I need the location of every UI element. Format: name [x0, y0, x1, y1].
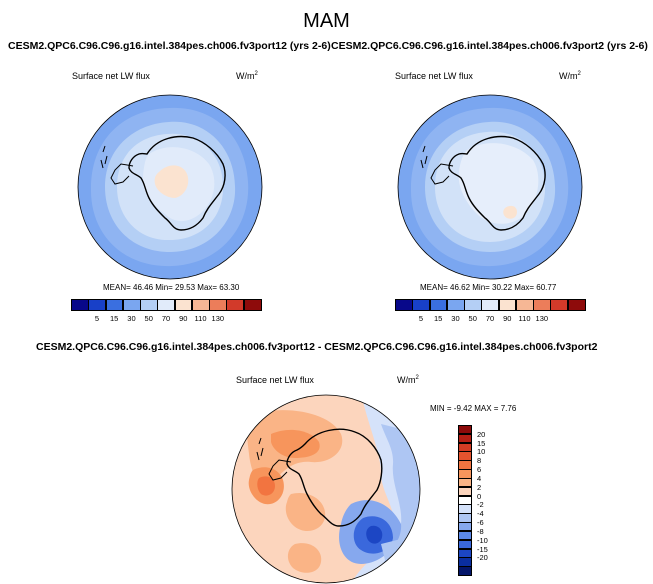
left-map	[77, 94, 263, 280]
right-colorbar-tick-label: 90	[503, 314, 512, 323]
diff-variable-label: Surface net LW flux	[236, 375, 314, 385]
right-colorbar-cell	[515, 299, 534, 311]
right-colorbar-tick-label: 130	[535, 314, 549, 323]
left-colorbar-tick-label: 30	[127, 314, 136, 323]
left-colorbar-tick-label: 5	[94, 314, 99, 323]
left-colorbar-cell	[226, 299, 245, 311]
right-colorbar-cell	[550, 299, 569, 311]
diff-colorbar-tick-label: -6	[477, 518, 484, 528]
left-colorbar-cell	[88, 299, 107, 311]
left-colorbar-tick-label: 110	[194, 314, 207, 323]
left-colorbar-cell	[122, 299, 141, 311]
diff-colorbar-tick-label: 10	[477, 447, 486, 457]
right-colorbar-cell	[481, 299, 500, 311]
diff-colorbar: 20 15 10 8 6 4 2 0 -2 -4 -6 -8 -10 -15 -20	[458, 425, 498, 576]
right-colorbar-tick-label: 5	[418, 314, 423, 323]
left-colorbar-tick-label: 50	[144, 314, 153, 323]
left-units: W/m2	[236, 71, 258, 81]
left-colorbar-tick-label: 130	[211, 314, 225, 323]
diff-colorbar-tick-label: -8	[477, 526, 484, 536]
right-colorbar-cell	[464, 299, 482, 311]
diff-map	[231, 394, 421, 584]
diff-stats: MIN = -9.42 MAX = 7.76	[430, 404, 517, 413]
diff-colorbar-tick-label: -20	[477, 553, 488, 563]
left-colorbar-cell	[140, 299, 158, 311]
diff-case-title: CESM2.QPC6.C96.C96.g16.intel.384pes.ch00…	[36, 341, 598, 353]
right-colorbar-tick-label: 50	[468, 314, 477, 323]
diff-colorbar-tick-label: 2	[477, 482, 482, 492]
diff-colorbar-tick-label: 8	[477, 456, 482, 466]
diff-colorbar-tick-label: 4	[477, 473, 482, 483]
left-stats: MEAN= 46.46 Min= 29.53 Max= 63.30	[103, 283, 240, 292]
left-colorbar-cell	[243, 299, 262, 311]
diff-colorbar-tick-label: 15	[477, 438, 486, 448]
right-colorbar-cell	[498, 299, 517, 311]
right-colorbar-tick-label: 15	[434, 314, 443, 323]
left-colorbar-tick-label: 70	[161, 314, 171, 323]
right-colorbar-cell	[395, 299, 413, 311]
diff-colorbar-tick-label: 6	[477, 465, 482, 475]
right-colorbar-cell	[533, 299, 552, 311]
right-colorbar-tick-label: 110	[518, 314, 531, 323]
diff-colorbar-tick-label: -2	[477, 500, 484, 510]
right-case-title: CESM2.QPC6.C96.C96.g16.intel.384pes.ch00…	[331, 40, 648, 52]
right-colorbar-cell	[429, 299, 448, 311]
right-colorbar-cell	[446, 299, 465, 311]
left-colorbar: 5 15 30 50 70 90 110 130	[71, 299, 262, 329]
diff-colorbar-tick-label: 20	[477, 429, 486, 439]
diff-colorbar-cell	[458, 566, 472, 576]
left-colorbar-cell	[157, 299, 176, 311]
left-case-title: CESM2.QPC6.C96.C96.g16.intel.384pes.ch00…	[8, 40, 331, 52]
left-colorbar-cell	[191, 299, 210, 311]
left-colorbar-cell	[71, 299, 89, 311]
right-colorbar-tick-label: 70	[485, 314, 495, 323]
left-colorbar-cell	[209, 299, 228, 311]
right-stats: MEAN= 46.62 Min= 30.22 Max= 60.77	[420, 283, 557, 292]
left-colorbar-cell	[174, 299, 193, 311]
left-colorbar-tick-label: 90	[179, 314, 188, 323]
figure-title: MAM	[303, 10, 350, 32]
right-colorbar-cell	[567, 299, 586, 311]
left-variable-label: Surface net LW flux	[72, 71, 150, 81]
right-colorbar-tick-label: 30	[451, 314, 460, 323]
right-map	[397, 94, 583, 280]
left-colorbar-cell	[105, 299, 124, 311]
right-variable-label: Surface net LW flux	[395, 71, 473, 81]
diff-units: W/m2	[397, 375, 419, 385]
diff-colorbar-tick-label: -15	[477, 544, 488, 554]
diff-colorbar-tick-label: -4	[477, 509, 484, 519]
diff-colorbar-tick-label: -10	[477, 535, 488, 545]
right-colorbar-cell	[412, 299, 431, 311]
right-colorbar: 5 15 30 50 70 90 110 130	[395, 299, 586, 329]
diff-colorbar-tick-label: 0	[477, 491, 482, 501]
left-colorbar-tick-label: 15	[110, 314, 119, 323]
right-units: W/m2	[559, 71, 581, 81]
